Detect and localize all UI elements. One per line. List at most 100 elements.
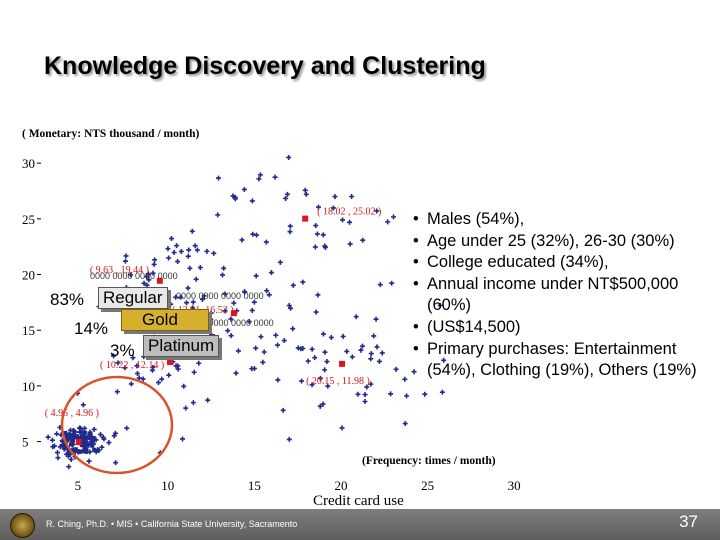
data-point <box>275 342 281 348</box>
data-point <box>196 360 202 366</box>
data-point <box>228 316 234 322</box>
data-point <box>362 398 368 404</box>
data-point <box>364 384 370 390</box>
data-point <box>235 348 241 354</box>
data-point <box>80 402 86 408</box>
data-point <box>249 307 255 313</box>
centroid-marker <box>75 439 82 446</box>
data-point <box>128 381 134 387</box>
data-point <box>402 376 408 382</box>
data-point <box>204 248 210 254</box>
data-point <box>300 279 306 285</box>
university-seal-icon <box>10 513 35 538</box>
data-point <box>150 364 156 370</box>
data-point <box>211 250 217 256</box>
data-point <box>422 391 428 397</box>
data-point <box>287 223 293 229</box>
y-axis-label: ( Monetary: NTS thousand / month) <box>22 128 199 140</box>
data-point <box>181 383 187 389</box>
data-point <box>290 282 296 288</box>
data-point <box>263 239 269 245</box>
data-point <box>320 232 326 238</box>
data-point <box>231 300 237 306</box>
x-axis-label: (Frequency: times / month) <box>362 455 496 467</box>
data-point <box>312 355 318 361</box>
data-point <box>168 301 174 307</box>
data-point <box>391 214 397 220</box>
data-point <box>64 432 69 437</box>
y-tick-label: 15 <box>22 323 35 338</box>
data-point <box>232 196 238 202</box>
centroid-marker <box>167 359 174 366</box>
data-point <box>344 348 350 354</box>
profile-bullet: Males (54%), <box>408 209 708 231</box>
segment-code-text: 0000 0000 0000 0000 <box>90 271 178 281</box>
data-point <box>253 345 259 351</box>
data-point <box>368 351 374 357</box>
data-point <box>166 372 172 378</box>
centroid-label: ( 20.15 , 11.98 ) <box>306 376 370 387</box>
data-point <box>320 331 326 337</box>
data-point <box>55 455 61 461</box>
data-point <box>379 350 385 356</box>
data-point <box>317 375 323 381</box>
data-point <box>347 219 353 225</box>
y-tick-label: 25 <box>22 212 35 227</box>
data-point <box>180 436 186 442</box>
data-point <box>112 430 118 436</box>
slide-title: Knowledge Discovery and Clustering <box>44 52 486 80</box>
data-point <box>70 434 75 439</box>
data-point <box>178 294 184 300</box>
data-point <box>374 208 380 214</box>
data-point <box>70 427 76 433</box>
data-point <box>251 299 257 305</box>
data-point <box>96 447 102 453</box>
data-point <box>221 265 227 271</box>
data-point <box>353 314 359 320</box>
data-point <box>134 371 140 377</box>
data-point <box>62 443 67 448</box>
data-point <box>305 358 311 364</box>
data-point <box>314 231 320 237</box>
data-point <box>82 445 87 450</box>
data-point <box>85 442 90 447</box>
data-point <box>328 334 334 340</box>
data-point <box>69 442 74 447</box>
customer-profile-list: Males (54%), Age under 25 (32%), 26-30 (… <box>408 209 708 382</box>
data-point <box>175 259 181 265</box>
data-point <box>184 300 190 306</box>
data-point <box>330 205 336 211</box>
segment-label-regular: Regular <box>98 287 168 309</box>
centroid-label: ( 4.95 , 4.96 ) <box>45 408 99 419</box>
data-point <box>317 403 323 409</box>
data-point <box>340 217 346 223</box>
data-point <box>257 172 263 178</box>
data-point <box>187 265 193 271</box>
data-point <box>101 436 107 442</box>
data-point <box>284 191 290 197</box>
data-point <box>273 332 279 338</box>
data-point <box>251 366 257 372</box>
data-point <box>246 319 252 325</box>
data-point <box>303 191 309 197</box>
data-point <box>73 447 78 452</box>
data-point <box>347 241 353 247</box>
data-point <box>266 292 272 298</box>
profile-bullet: Age under 25 (32%), 26-30 (30%) <box>408 231 708 253</box>
data-point <box>183 405 189 411</box>
data-point <box>111 433 117 439</box>
data-point <box>199 296 205 302</box>
x-tick-label: 20 <box>334 478 347 493</box>
profile-bullet: (US$14,500) <box>408 317 708 339</box>
data-point <box>87 433 92 438</box>
data-point <box>185 285 191 291</box>
data-point <box>320 401 326 407</box>
y-tick-label: 20 <box>22 268 35 283</box>
data-point <box>86 458 92 464</box>
data-point <box>298 346 304 352</box>
data-point <box>349 194 355 200</box>
data-point <box>241 186 247 192</box>
centroid-marker <box>302 215 309 222</box>
x-tick-label: 15 <box>248 478 261 493</box>
data-point <box>385 219 391 225</box>
